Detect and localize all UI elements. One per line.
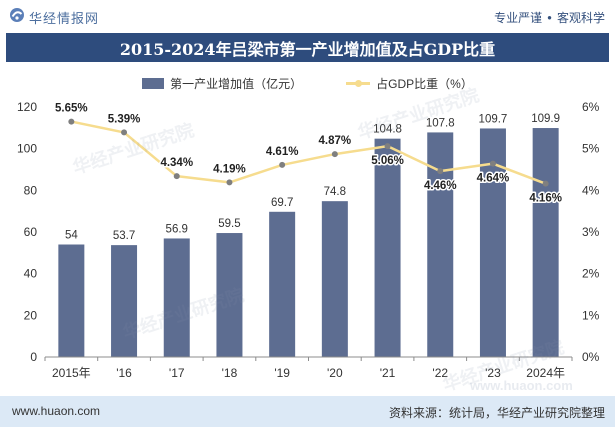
legend-line-label: 占GDP比重（%）: [376, 76, 473, 91]
bar-value-label: 107.8: [426, 117, 455, 129]
line-value-label: 4.61%: [266, 146, 299, 158]
legend-bar-swatch: [142, 77, 165, 89]
tagline: 专业严谨 ● 客观科学: [494, 9, 605, 26]
y-right-tick-label: 4%: [582, 183, 600, 197]
bar-value-label: 104.8: [373, 124, 402, 136]
bar-value-label: 74.8: [324, 186, 346, 198]
x-tick-label: '21: [380, 366, 396, 380]
legend-bar-label: 第一产业增加值（亿元）: [170, 76, 303, 91]
line-point: [489, 160, 496, 167]
x-tick-label: 2024年: [526, 366, 565, 380]
y-right-tick-label: 6%: [582, 100, 600, 114]
line-series-gdp-share: [71, 120, 547, 185]
bar: [216, 233, 243, 357]
y-left-tick-label: 60: [24, 225, 38, 239]
bar-value-label: 59.5: [218, 218, 240, 230]
y-right-tick-label: 3%: [582, 225, 600, 239]
bar: [374, 138, 401, 357]
bar: [269, 211, 296, 357]
line-point: [542, 180, 549, 187]
bar-value-label: 69.7: [271, 197, 293, 209]
title-bar: 2015-2024年吕梁市第一产业增加值及占GDP比重: [6, 33, 609, 62]
legend-item-line: 占GDP比重（%）: [346, 75, 473, 92]
y-right-tick-label: 1%: [582, 308, 600, 322]
line-value-label: 4.19%: [213, 163, 246, 175]
footer-website: www.huaon.com: [12, 404, 101, 418]
y-left-tick-label: 100: [17, 142, 37, 156]
bar-value-label: 53.7: [113, 230, 135, 242]
line-point: [68, 118, 75, 125]
line-value-label: 4.64%: [477, 173, 510, 185]
x-tick-label: '19: [274, 366, 290, 380]
bar: [532, 128, 559, 357]
tagline-right: 客观科学: [556, 11, 605, 25]
page-footer: www.huaon.com 资料来源：统计局，华经产业研究院整理: [0, 396, 615, 427]
line-point: [384, 143, 391, 150]
bar: [163, 238, 190, 357]
line-point: [121, 129, 128, 136]
huajing-logo-icon: [9, 7, 25, 28]
line-value-label: 4.34%: [160, 157, 193, 169]
bar-value-label: 109.7: [479, 113, 508, 125]
y-left-tick-label: 80: [24, 183, 38, 197]
line-value-label: 5.65%: [55, 103, 88, 115]
footer-source: 资料来源：统计局，华经产业研究院整理: [388, 406, 605, 420]
line-value-label: 5.06%: [371, 155, 404, 167]
bar: [111, 245, 138, 357]
line-point: [226, 179, 233, 186]
bar: [321, 201, 348, 357]
line-value-label: 4.87%: [319, 135, 352, 147]
x-tick-label: '22: [432, 366, 448, 380]
line-value-label: 4.46%: [424, 180, 457, 192]
legend-line-marker: [355, 79, 363, 87]
line-value-label: 4.16%: [529, 193, 562, 205]
tagline-left: 专业严谨: [494, 11, 543, 25]
y-left-tick-label: 20: [24, 308, 38, 322]
bar-value-label: 109.9: [531, 113, 560, 125]
y-right-tick-label: 0%: [582, 350, 600, 364]
line-point: [437, 168, 444, 175]
y-left-tick-label: 0: [30, 350, 37, 364]
y-left-tick-label: 40: [24, 267, 38, 281]
x-tick-label: '18: [222, 366, 238, 380]
x-tick-label: '17: [169, 366, 185, 380]
tagline-separator-icon: ●: [547, 13, 552, 22]
chart-title: 2015-2024年吕梁市第一产业增加值及占GDP比重: [119, 39, 496, 59]
x-tick-label: '16: [116, 366, 132, 380]
y-right-tick-label: 2%: [582, 267, 600, 281]
y-right-tick-label: 5%: [582, 142, 600, 156]
line-point: [173, 173, 180, 180]
x-tick-label: 2015年: [52, 366, 91, 380]
line-point: [279, 161, 286, 168]
line-point: [331, 151, 338, 158]
x-tick-label: '23: [485, 366, 501, 380]
chart-legend: 第一产业增加值（亿元） 占GDP比重（%）: [0, 74, 615, 92]
brand-logo: 华经情报网: [9, 7, 99, 28]
line-value-label: 5.39%: [108, 113, 141, 125]
bar-value-label: 54: [65, 230, 78, 242]
x-tick-label: '20: [327, 366, 343, 380]
y-left-tick-label: 120: [17, 100, 37, 114]
legend-line-swatch: [346, 78, 371, 89]
legend-item-bar: 第一产业增加值（亿元）: [142, 75, 302, 92]
bar: [58, 244, 85, 357]
chart-plot: 0 20 40 60 80 100 120 0% 1% 2% 3% 4% 5% 6% 54 53.7 56.9 5…: [17, 100, 600, 380]
page-header: 华经情报网 专业严谨 ● 客观科学: [0, 0, 615, 30]
logo-text: 华经情报网: [29, 11, 100, 26]
bar-value-label: 56.9: [166, 223, 188, 235]
